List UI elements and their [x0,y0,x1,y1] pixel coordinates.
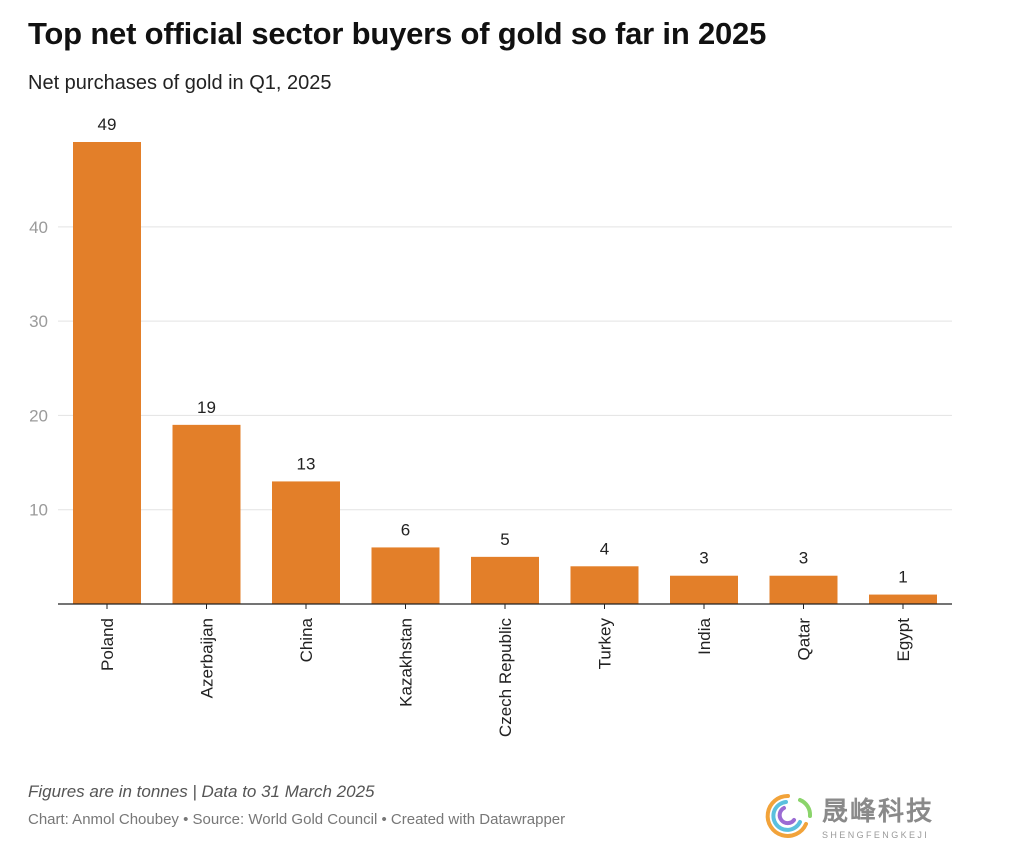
bar-kazakhstan [371,547,440,604]
x-label-india: India [695,617,714,654]
x-axis-labels: Poland Azerbaijan China Kazakhstan Czech Rep… [98,617,913,737]
chart-title: Top net official sector buyers of gold s… [28,16,767,51]
x-label-qatar: Qatar [795,618,814,661]
bar-turkey [570,566,639,604]
bar-chart: 10 20 30 40 49 19 13 6 5 4 3 3 1 Poland Azerbaijan Ch… [29,115,952,737]
y-axis-ticks: 10 20 30 40 [29,218,48,520]
bar-egypt [869,594,937,604]
value-label-china: 13 [297,454,316,473]
bar-poland [73,142,141,604]
x-label-czech-republic: Czech Republic [496,618,515,738]
bar-india [670,575,738,604]
value-label-poland: 49 [98,115,117,134]
bars [73,142,937,604]
x-label-china: China [297,617,316,662]
bar-azerbaijan [172,424,241,604]
y-tick-label-30: 30 [29,312,48,331]
y-tick-label-40: 40 [29,218,48,237]
footer-note: Figures are in tonnes | Data to 31 March… [28,782,375,801]
bar-qatar [769,575,838,604]
chart-subtitle: Net purchases of gold in Q1, 2025 [28,72,332,94]
x-label-egypt: Egypt [894,618,913,662]
x-axis-ticks [106,604,904,609]
value-label-czech-republic: 5 [500,530,509,549]
x-label-poland: Poland [98,618,117,671]
value-labels: 49 19 13 6 5 4 3 3 1 [98,115,908,587]
y-tick-label-10: 10 [29,501,48,520]
watermark-latin-text: SHENGFENGKEJI [822,829,930,840]
bar-china [272,481,340,604]
value-label-kazakhstan: 6 [401,520,410,539]
value-label-turkey: 4 [600,539,609,558]
value-label-india: 3 [699,549,708,568]
value-label-egypt: 1 [898,568,907,587]
watermark: 晟峰科技 SHENGFENGKEJI [760,790,960,840]
value-label-azerbaijan: 19 [197,398,216,417]
value-label-qatar: 3 [799,549,808,568]
y-tick-label-20: 20 [29,406,48,425]
x-label-kazakhstan: Kazakhstan [397,618,416,707]
x-label-azerbaijan: Azerbaijan [198,618,217,698]
x-label-turkey: Turkey [596,618,615,670]
watermark-logo-icon [765,793,813,838]
watermark-chinese-text: 晟峰科技 [822,796,935,827]
bar-czech-republic [471,556,539,604]
footer-credit: Chart: Anmol Choubey • Source: World Gol… [28,811,566,828]
